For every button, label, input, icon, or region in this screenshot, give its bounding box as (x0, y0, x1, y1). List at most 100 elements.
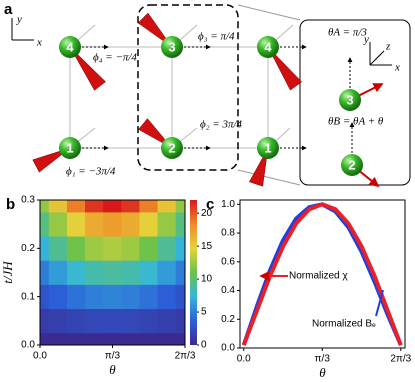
zoom-line (237, 4, 301, 186)
x-tick-label: 2π/3 (175, 351, 196, 362)
site-label: 1 (66, 140, 73, 155)
heatmap-cell (66, 284, 86, 310)
heatmap-cells (40, 200, 185, 345)
heatmap-cell (103, 211, 122, 237)
colorbar-tick-label: 20 (201, 208, 213, 219)
heatmap-cell (66, 211, 86, 237)
series-label: Normalized χ (289, 271, 348, 282)
axis-label: y (16, 14, 22, 26)
heatmap-cell (66, 235, 86, 261)
y-tick-label: 0.2 (221, 314, 235, 325)
heatmap-cell (121, 308, 141, 334)
heatmap-cell (139, 284, 159, 310)
heatmap-cell (157, 260, 177, 285)
heatmap-cell (157, 235, 177, 261)
phi-label: ϕ₃ = π/4 (198, 31, 235, 43)
heatmap-cell (66, 308, 86, 334)
heatmap-cell (139, 211, 159, 237)
phi-label: ϕ₁ = −3π/4 (66, 166, 116, 178)
y-tick-label: 0.8 (221, 228, 235, 239)
heatmap-cell (103, 308, 122, 334)
site-sphere (161, 137, 183, 159)
theta-label: θB = θA + θ (328, 116, 384, 128)
heatmap-cell (175, 332, 185, 345)
heatmap-cell (157, 200, 177, 213)
site-label: 2 (348, 157, 355, 172)
x-tick-label: π/3 (105, 351, 121, 362)
colorbar-tick-label: 5 (201, 307, 207, 318)
heatmap-cell (85, 200, 104, 213)
heatmap-cell (175, 200, 185, 213)
y-axis-label: t/JH (0, 261, 15, 284)
phi-label: ϕ₄ = −π/4 (93, 52, 137, 64)
y-tick-label: 0.3 (21, 195, 35, 206)
site-label: 3 (346, 92, 353, 107)
heatmap-cell (85, 284, 104, 310)
heatmap-cell (175, 260, 185, 285)
x-tick-label: 0.0 (237, 354, 251, 365)
heatmap-cell (103, 332, 122, 345)
heatmap-cell (175, 235, 185, 261)
heatmap-cell (48, 235, 68, 261)
heatmap-cell (66, 260, 86, 285)
theta-label: θA = π/3 (328, 27, 367, 39)
phi-label: ϕ₂ = 3π/4 (200, 119, 243, 131)
heatmap-cell (40, 284, 50, 310)
spin-cone (69, 46, 106, 91)
axis-label: x (36, 37, 42, 49)
unit-cell (137, 4, 239, 171)
heatmap-cell (103, 235, 122, 261)
heatmap-cell (66, 332, 86, 345)
panel-label: a (4, 1, 13, 18)
heatmap-cell (103, 200, 122, 213)
colorbar-tick-label: 10 (201, 274, 213, 285)
heatmap-cell (85, 260, 104, 285)
heatmap-cell (85, 211, 104, 237)
site-sphere (257, 36, 279, 58)
spin-cone (137, 12, 173, 48)
panel-label: c (206, 196, 214, 213)
axis-label: z (385, 41, 391, 53)
heatmap-cell (48, 211, 68, 237)
site-sphere (339, 89, 361, 111)
site-sphere (257, 137, 279, 159)
heatmap-cell (85, 332, 104, 345)
x-axis-label: θ (109, 362, 116, 377)
y-tick-label: 0.2 (21, 243, 35, 254)
heatmap-cell (157, 211, 177, 237)
heatmap-cell (40, 260, 50, 285)
heatmap-cell (48, 308, 68, 334)
colorbar-tick-label: 0 (201, 340, 207, 351)
heatmap-cell (121, 211, 141, 237)
heatmap-cell (139, 308, 159, 334)
heatmap-cell (121, 200, 141, 213)
y-tick-label: 0.0 (21, 340, 35, 351)
panel-a: a y x 4 3 4 1 2 1 3 2 ϕ₄ = −π/4 ϕ₃ = π/4 ϕ₂ = 3… (4, 1, 411, 188)
panel-label: b (6, 196, 15, 213)
spin-cone (32, 147, 71, 173)
site-label: 3 (168, 39, 175, 54)
site-label: 2 (168, 140, 175, 155)
heatmap-cell (121, 284, 141, 310)
site-sphere (341, 154, 363, 176)
heatmap-cell (40, 308, 50, 334)
sites: 4 3 4 1 2 1 3 2 (32, 12, 384, 188)
heatmap-cell (121, 332, 141, 345)
x-tick-label: π/3 (315, 354, 331, 365)
spin-cone (267, 46, 303, 91)
site-sphere (59, 36, 81, 58)
site-label: 4 (264, 39, 272, 54)
heatmap-cell (40, 200, 50, 213)
axis-label: y (363, 34, 369, 46)
y-tick-label: 0.4 (221, 285, 235, 296)
y-tick-label: 0.1 (21, 291, 35, 302)
heatmap-cell (175, 211, 185, 237)
heatmap-cell (40, 332, 50, 345)
heatmap-cell (139, 332, 159, 345)
heatmap-cell (175, 284, 185, 310)
colorbar (190, 200, 197, 345)
series-label: Normalized Bₑ (312, 319, 376, 330)
heatmap-cell (121, 260, 141, 285)
y-tick-label: 1.0 (221, 199, 235, 210)
